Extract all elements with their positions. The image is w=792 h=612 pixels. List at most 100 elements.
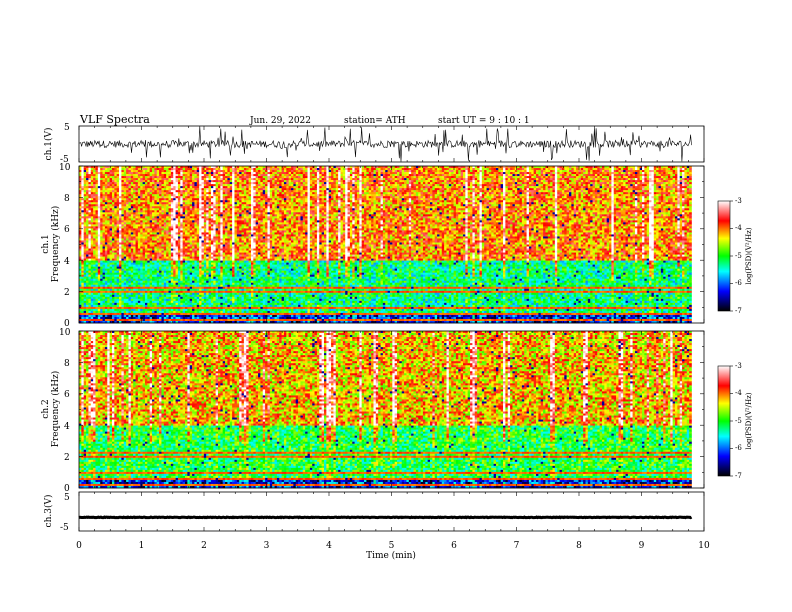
spectrogram-cell <box>199 284 202 288</box>
spectrogram-cell <box>144 202 148 205</box>
spectrogram-cell <box>203 260 207 263</box>
spectrogram-cell <box>177 204 181 207</box>
spectrogram-cell <box>199 204 202 207</box>
spectrogram-cell <box>83 186 87 189</box>
spectrogram-cell <box>97 242 101 245</box>
spectrogram-cell <box>95 230 99 233</box>
spectrogram-cell <box>173 294 176 298</box>
spectrogram-cell <box>185 170 188 173</box>
spectrogram-cell <box>213 246 216 249</box>
spectrogram-cell <box>208 178 212 181</box>
spectrogram-cell <box>156 252 160 255</box>
spectrogram-cell <box>182 216 186 219</box>
spectrogram-cell <box>111 298 115 302</box>
spectrogram-cell <box>130 198 134 201</box>
spectrogram-cell <box>126 306 129 310</box>
spectrogram-cell <box>161 286 165 290</box>
spectrogram-cell <box>88 212 92 215</box>
spectrogram-cell <box>180 186 183 189</box>
spectrogram-cell <box>180 196 183 199</box>
spectrogram-cell <box>140 284 143 288</box>
spectrogram-cell <box>119 224 122 227</box>
spectrogram-cell <box>133 298 136 302</box>
spectrogram-cell <box>161 196 165 199</box>
spectrogram-cell <box>144 294 148 298</box>
spectrogram-cell <box>173 260 176 263</box>
spectrogram-cell <box>222 250 226 253</box>
spectrogram-cell <box>147 262 150 265</box>
spectrogram-cell <box>187 168 191 171</box>
spectrogram-cell <box>156 248 160 251</box>
spectrogram-cell <box>170 274 174 277</box>
spectrogram-cell <box>220 222 224 225</box>
spectrogram-cell <box>123 182 127 185</box>
spectrogram-cell <box>79 222 82 225</box>
spectrogram-cell <box>177 184 181 187</box>
spectrogram-cell <box>104 190 108 193</box>
spectrogram-cell <box>109 298 113 302</box>
spectrogram-cell <box>201 190 205 193</box>
spectrogram-cell <box>185 270 188 273</box>
spectrogram-cell <box>111 258 115 261</box>
spectrogram-cell <box>175 196 179 199</box>
spectrogram-cell <box>111 176 115 179</box>
spectrogram-cell <box>81 166 85 169</box>
spectrogram-cell <box>170 206 174 209</box>
spectrogram-cell <box>128 266 132 269</box>
spectrogram-cell <box>175 282 179 286</box>
spectrogram-cell <box>111 224 115 227</box>
spectrogram-cell <box>133 180 136 183</box>
spectrogram-cell <box>206 168 209 171</box>
spectrogram-cell <box>177 238 181 241</box>
spectrogram-cell <box>116 294 120 298</box>
spectrogram-cell <box>156 296 160 300</box>
spectrogram-cell <box>123 216 127 219</box>
spectrogram-cell <box>119 318 122 322</box>
spectrogram-cell <box>196 258 200 261</box>
spectrogram-cell <box>201 242 205 245</box>
spectrogram-cell <box>114 268 117 271</box>
spectrogram-cell <box>147 320 150 324</box>
spectrogram-cell <box>222 288 226 292</box>
spectrogram-cell <box>140 196 143 199</box>
spectrogram-cell <box>111 202 115 205</box>
spectrogram-cell <box>116 226 120 229</box>
spectrogram-cell <box>166 230 169 233</box>
spectrogram-cell <box>166 312 169 316</box>
spectrogram-cell <box>97 184 101 187</box>
spectrogram-cell <box>161 262 165 265</box>
spectrogram-cell <box>79 266 82 269</box>
spectrogram-cell <box>135 210 139 213</box>
spectrogram-cell <box>86 230 89 233</box>
spectrogram-cell <box>175 182 179 185</box>
spectrogram-cell <box>123 218 127 221</box>
spectrogram-cell <box>149 260 153 263</box>
spectrogram-cell <box>213 224 216 227</box>
spectrogram-cell <box>116 210 120 213</box>
spectrogram-cell <box>86 234 89 237</box>
spectrogram-cell <box>83 236 87 239</box>
spectrogram-cell <box>135 320 139 324</box>
spectrogram-cell <box>81 284 85 288</box>
spectrogram-cell <box>123 278 127 282</box>
spectrogram-cell <box>149 268 153 271</box>
spectrogram-cell <box>81 308 85 312</box>
spectrogram-cell <box>196 296 200 300</box>
spectrogram-cell <box>166 300 169 304</box>
spectrogram-cell <box>107 200 110 203</box>
spectrogram-cell <box>159 246 162 249</box>
spectrogram-cell <box>206 252 209 255</box>
spectrogram-cell <box>210 268 214 271</box>
spectrogram-cell <box>123 298 127 302</box>
spectrogram-cell <box>147 268 150 271</box>
spectrogram-cell <box>225 278 228 282</box>
spectrogram-cell <box>116 240 120 243</box>
spectrogram-cell <box>199 236 202 239</box>
spectrogram-cell <box>140 244 143 247</box>
spectrogram-cell <box>111 220 115 223</box>
spectrogram-cell <box>156 206 160 209</box>
spectrogram-cell <box>97 192 101 195</box>
spectrogram-cell <box>107 198 110 201</box>
spectrogram-cell <box>189 180 193 183</box>
spectrogram-cell <box>185 202 188 205</box>
